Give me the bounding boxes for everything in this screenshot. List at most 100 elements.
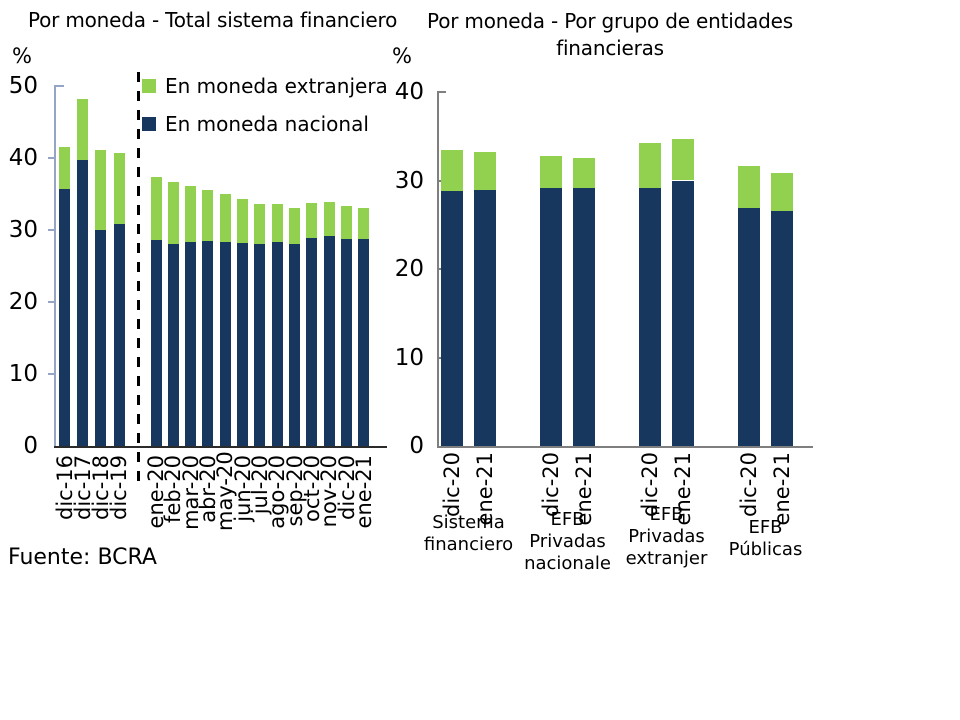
bar-jun-20-extranjera (237, 199, 249, 243)
bar-g3-dic-20-nacional (738, 207, 760, 446)
period-divider-dashed-line (137, 72, 140, 485)
bar-ene-21-nacional (358, 239, 370, 446)
bar-ago-20-nacional (271, 242, 283, 446)
bar-may-20-extranjera (219, 194, 231, 242)
bar-may-20-nacional (219, 241, 231, 446)
bar-g1-ene-21-extranjera (573, 158, 595, 188)
bar-dic-20-nacional (341, 239, 353, 446)
bar-g3-dic-20-extranjera (738, 166, 760, 208)
bar-g1-ene-21-nacional (573, 187, 595, 446)
left-x-tick-label-ago-20: ago-20 (265, 455, 290, 529)
left-x-tick-label-dic-20: dic-20 (334, 455, 359, 521)
right-y-tick-label: 10 (394, 344, 424, 371)
bar-oct-20-nacional (306, 237, 318, 446)
bar-g0-dic-20-extranjera (441, 150, 463, 192)
bar-jul-20-extranjera (254, 204, 266, 244)
legend-swatch-extranjera-icon (142, 79, 156, 93)
bar-dic-16-extranjera (59, 147, 70, 189)
bar-g2-dic-20-nacional (639, 188, 661, 446)
right-y-axis-line (437, 91, 439, 447)
left-y-tick-label: 40 (8, 145, 38, 171)
left-x-tick-label-ene-21: ene-21 (351, 455, 376, 529)
left-x-tick-label-dic-17: dic-17 (70, 455, 95, 521)
left-x-tick-label-nov-20: nov-20 (317, 455, 342, 528)
bar-dic-17-extranjera (77, 98, 89, 161)
group-label-g2-line0: EFB (649, 504, 684, 525)
left-y-tick-label: 20 (8, 289, 38, 315)
bar-mar-20-nacional (185, 241, 197, 446)
left-x-tick-label-mar-20: mar-20 (178, 455, 203, 530)
bar-g0-ene-21-extranjera (474, 152, 496, 191)
left-y-axis-line (54, 85, 56, 447)
legend-item-extranjera: En moneda extranjera (142, 74, 388, 98)
right-y-tick-mark (439, 91, 446, 93)
group-label-g1-line1: Privadas (529, 531, 606, 552)
bar-ago-20-extranjera (271, 204, 283, 243)
right-y-axis-unit-label: % (392, 44, 412, 68)
bar-dic-18-extranjera (95, 150, 107, 230)
left-chart-title: Por moneda - Total sistema financiero (28, 8, 398, 32)
group-label-g2-line1: Privadas (628, 526, 705, 547)
source-note: Fuente: BCRA (8, 545, 157, 570)
group-label-g0-line1: financiero (423, 534, 514, 555)
right-x-tick-label-g3-ene-21: ene-21 (770, 452, 794, 526)
bar-abr-20-extranjera (202, 190, 214, 241)
group-label-g1-line2: nacionale (524, 553, 611, 574)
left-x-tick-label-dic-18: dic-18 (88, 455, 113, 521)
right-chart-title: Por moneda - Por grupo de entidades fina… (427, 9, 793, 60)
bar-oct-20-extranjera (306, 202, 318, 238)
bar-g1-dic-20-nacional (540, 187, 562, 446)
left-x-axis-line (54, 446, 387, 448)
right-x-tick-label-g3-dic-20: dic-20 (737, 452, 761, 518)
bar-ene-21-extranjera (358, 207, 370, 240)
bar-g2-dic-20-extranjera (639, 143, 661, 189)
bar-ene-20-extranjera (150, 177, 162, 241)
left-x-tick-label-jun-20: jun-20 (230, 455, 255, 522)
bar-g2-ene-21-extranjera (672, 138, 694, 181)
left-y-tick-mark (56, 85, 64, 87)
left-y-tick-label: 0 (23, 433, 38, 459)
right-y-tick-label: 0 (409, 433, 424, 459)
bar-g3-ene-21-extranjera (771, 172, 793, 211)
left-x-tick-label-dic-19: dic-19 (107, 455, 132, 521)
bar-ene-20-nacional (150, 240, 162, 446)
legend-swatch-nacional-icon (142, 117, 156, 131)
left-x-tick-label-dic-16: dic-16 (52, 455, 77, 521)
left-x-tick-label-oct-20: oct-20 (299, 455, 324, 522)
bar-dic-19-extranjera (113, 152, 125, 224)
group-label-g1-line0: EFB (550, 509, 585, 530)
bar-dic-16-nacional (59, 188, 70, 446)
left-x-tick-label-jul-20: jul-20 (247, 455, 272, 515)
left-x-tick-label-abr-20: abr-20 (195, 455, 220, 523)
left-y-tick-label: 50 (8, 73, 38, 99)
right-x-tick-label-g2-ene-21: ene-21 (671, 452, 695, 526)
legend-label-extranjera: En moneda extranjera (165, 74, 388, 98)
right-x-tick-label-g0-ene-21: ene-21 (473, 452, 497, 526)
left-x-tick-label-feb-20: feb-20 (161, 455, 186, 523)
left-x-tick-label-ene-20: ene-20 (144, 455, 168, 529)
group-label-g0-line0: Sistema (432, 512, 505, 533)
bar-g2-ene-21-nacional (672, 180, 694, 446)
left-x-tick-label-may-20: may-20 (213, 451, 238, 531)
group-label-g3-line1: Públicas (728, 539, 803, 560)
right-y-tick-label: 40 (394, 79, 424, 105)
group-label-g2-line2: extranjer (625, 548, 708, 569)
bar-abr-20-nacional (202, 240, 214, 446)
right-x-tick-label-g0-dic-20: dic-20 (440, 452, 464, 518)
bar-dic-17-nacional (77, 160, 89, 446)
bar-nov-20-extranjera (323, 201, 335, 236)
right-x-tick-label-g2-dic-20: dic-20 (638, 452, 662, 518)
bar-dic-18-nacional (95, 230, 107, 446)
right-y-tick-label: 20 (394, 256, 424, 282)
bar-sep-20-nacional (289, 244, 301, 446)
right-y-tick-mark (439, 179, 446, 182)
right-y-tick-mark (439, 268, 446, 270)
bar-nov-20-nacional (323, 235, 335, 446)
right-x-tick-label-g1-ene-21: ene-21 (572, 452, 596, 526)
bar-sep-20-extranjera (289, 208, 301, 245)
left-x-tick-label-sep-20: sep-20 (282, 455, 307, 527)
right-y-tick-mark (439, 356, 446, 359)
bar-feb-20-extranjera (167, 182, 179, 244)
legend-label-nacional: En moneda nacional (165, 112, 369, 136)
